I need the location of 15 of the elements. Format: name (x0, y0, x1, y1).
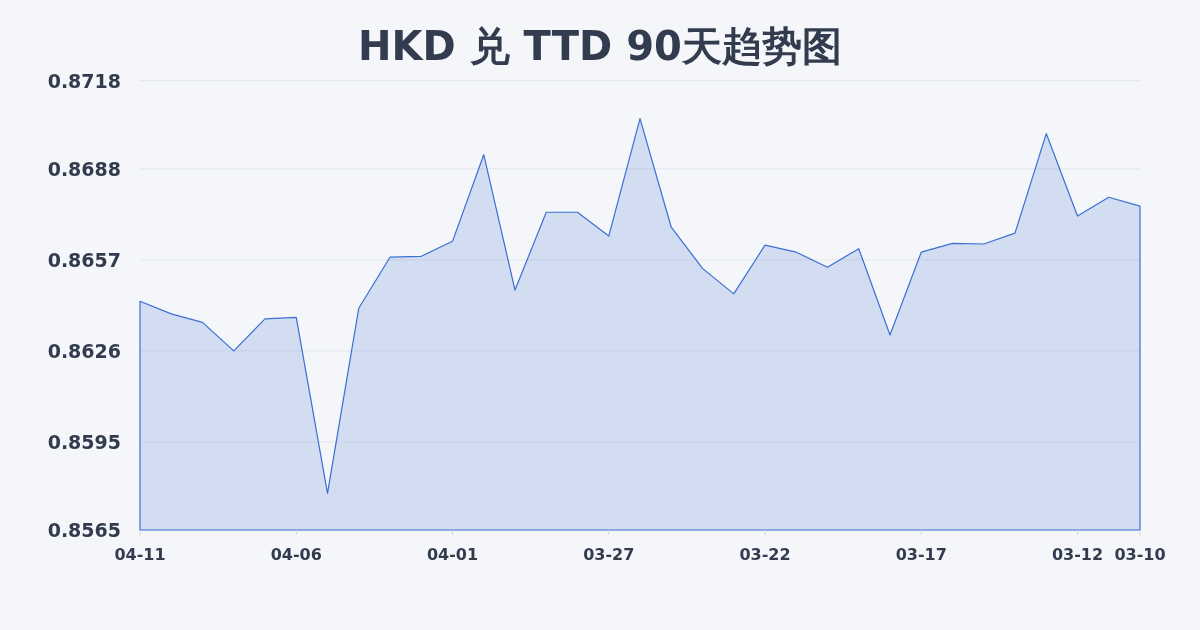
chart-title: HKD 兑 TTD 90天趋势图 (358, 23, 842, 69)
y-tick-label: 0.8718 (47, 69, 121, 92)
x-tick-label: 03-10 (1114, 545, 1166, 564)
x-tick-label: 03-12 (1051, 545, 1104, 564)
x-tick-label: 03-17 (895, 545, 947, 564)
y-tick-label: 0.8565 (47, 519, 121, 541)
y-tick-label: 0.8626 (47, 339, 121, 362)
y-tick-label: 0.8688 (47, 157, 121, 180)
x-tick-label: 03-27 (583, 545, 635, 564)
x-tick-label: 04-06 (270, 545, 322, 564)
x-tick-label: 04-11 (114, 545, 166, 564)
y-tick-label: 0.8595 (47, 430, 121, 453)
x-tick-label: 03-22 (739, 545, 791, 564)
y-tick-label: 0.8657 (47, 248, 121, 271)
x-tick-label: 04-01 (426, 545, 479, 564)
